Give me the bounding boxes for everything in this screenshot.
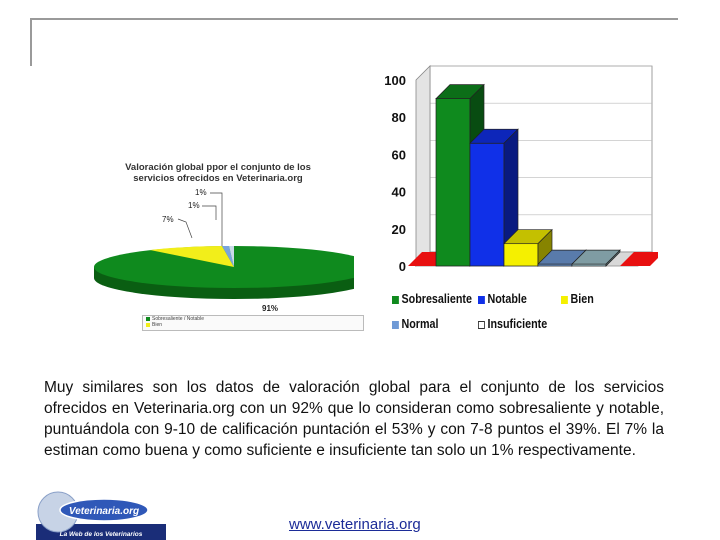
logo-badge (59, 498, 149, 522)
legend-swatch-green (392, 295, 399, 304)
logo-tagline: La Web de los Veterinarios (60, 531, 143, 538)
pie-label-1a: 1% (195, 188, 207, 197)
body-paragraph: Muy similares son los datos de valoració… (44, 379, 664, 459)
legend-item-notable: Notable (478, 292, 527, 306)
pie-legend-swatch-green (146, 317, 150, 321)
legend-item-normal: Normal (392, 317, 439, 331)
pie-label-91: 91% (262, 304, 278, 313)
pie-label-7: 7% (162, 215, 174, 224)
legend-item-bien: Bien (561, 292, 594, 306)
legend-swatch-blue (478, 295, 485, 304)
floor-cap-right (620, 252, 658, 266)
pie-leader-1b (202, 205, 217, 220)
pie-legend: Sobresaliente / Notable Bien (142, 315, 364, 331)
y-tick-label: 40 (392, 185, 406, 200)
pie-slice-1a (222, 245, 234, 267)
bar-sobresaliente (435, 98, 471, 267)
pie-title-line-2: servicios ofrecidos en Veterinaria.org (133, 173, 303, 184)
plot-side-wall (415, 65, 431, 267)
pie-legend-item-1: Sobresaliente / Notable (152, 316, 204, 322)
legend-swatch-white (478, 320, 485, 329)
pie-legend-swatch-yellow (146, 323, 150, 328)
pie-leader-7 (177, 218, 193, 239)
veterinaria-logo: Veterinaria.org La Web de los Veterinari… (36, 491, 166, 540)
bar-legend: Sobresaliente Notable Bien Normal Insufi… (390, 288, 650, 340)
bar-notable (469, 142, 505, 267)
bar-chart-panel: 0 20 40 60 80 100 Sobresaliente Notable Bien … (360, 62, 658, 340)
frame-line-left (30, 18, 32, 66)
pie-chart: 1% 1% 7% 91% (94, 188, 354, 313)
bar-chart: 0 20 40 60 80 100 (384, 65, 658, 274)
pie-label-1b: 1% (188, 201, 200, 210)
y-tick-label: 0 (399, 259, 406, 274)
y-tick-label: 20 (392, 222, 406, 237)
bar-side-insuficiente (605, 249, 621, 267)
frame-line-top (30, 18, 678, 20)
logo-name: Veterinaria.org (69, 506, 139, 517)
y-tick-label: 100 (384, 73, 406, 88)
legend-item-insuficiente: Insuficiente (478, 317, 547, 331)
legend-swatch-lightblue (392, 320, 399, 329)
footer-website-link[interactable]: www.veterinaria.org (289, 516, 421, 533)
pie-leader-1a (210, 192, 223, 246)
pie-slice-1b (229, 245, 234, 267)
pie-legend-item-2: Bien (152, 322, 163, 329)
y-tick-label: 80 (392, 110, 406, 125)
y-tick-label: 60 (392, 147, 406, 162)
bar-bien (503, 243, 539, 267)
pie-slice-7 (150, 246, 234, 267)
pie-chart-panel: Valoración global ppor el conjunto de lo… (82, 158, 364, 331)
pie-slice-91 (94, 246, 354, 288)
pie-chart-title: Valoración global ppor el conjunto de lo… (82, 162, 354, 184)
pie-title-line-1: Valoración global ppor el conjunto de lo… (125, 162, 311, 173)
legend-swatch-yellow (561, 295, 568, 304)
legend-item-sobresaliente: Sobresaliente (392, 292, 472, 306)
